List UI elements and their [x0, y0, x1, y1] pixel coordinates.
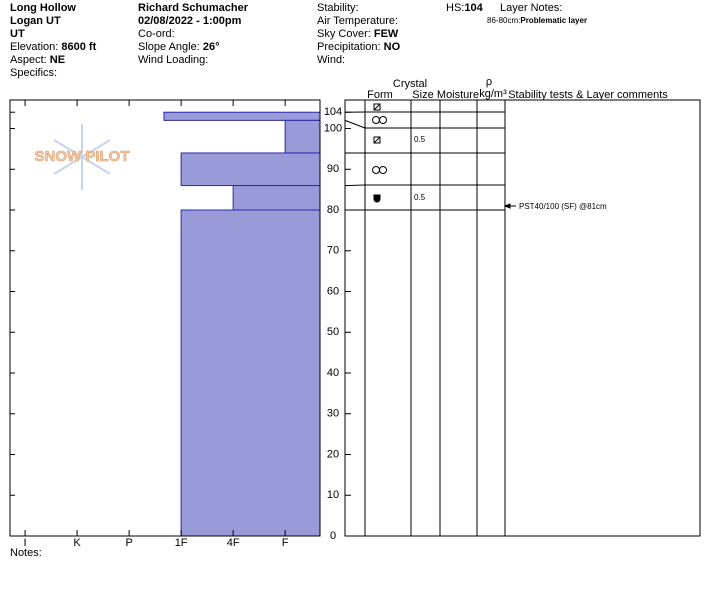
stability-comment: PST40/100 (SF) @81cm: [519, 202, 607, 211]
aspect: Aspect: NE: [10, 54, 65, 66]
y-tick-label: 80: [327, 204, 339, 216]
plot: [164, 112, 320, 536]
logo-text: SNOW PILOT: [35, 148, 130, 165]
crystal-size: 0.5: [414, 193, 426, 202]
layer-connector: [345, 185, 365, 186]
wind: Wind:: [317, 54, 345, 66]
y-tick-label: 104: [324, 106, 342, 118]
comments-header: Stability tests & Layer comments: [508, 89, 668, 101]
y-tick-label: 60: [327, 285, 339, 297]
wind-loading: Wind Loading:: [138, 54, 208, 66]
x-tick-label: I: [24, 537, 27, 549]
elevation: Elevation: 8600 ft: [10, 41, 97, 53]
location: Long Hollow: [10, 2, 76, 14]
hardness-bar: [285, 120, 320, 153]
layer-notes: Layer Notes:: [500, 2, 562, 14]
x-tick-label: 4F: [227, 537, 240, 549]
coord: Co-ord:: [138, 28, 175, 40]
x-tick-label: K: [73, 537, 81, 549]
stability: Stability:: [317, 2, 359, 14]
observer: Richard Schumacher: [138, 2, 249, 14]
table: [345, 100, 700, 536]
y-tick-label: 70: [327, 245, 339, 257]
datetime: 02/08/2022 - 1:00pm: [138, 15, 242, 27]
logo: SNOW PILOT: [35, 124, 130, 190]
y-tick-label: 90: [327, 163, 339, 175]
y-tick-label: 0: [330, 530, 336, 542]
moisture-header: Moisture: [437, 89, 479, 101]
state: UT: [10, 28, 25, 40]
x-tick-label: F: [282, 537, 289, 549]
x-tick-label: 1F: [175, 537, 188, 549]
size-header: Size: [412, 89, 433, 101]
crystal-size: 0.5: [414, 135, 426, 144]
precipitation: Precipitation: NO: [317, 41, 401, 53]
hardness-bar: [233, 186, 320, 210]
region: Logan UT: [10, 15, 61, 27]
hardness-bar: [181, 153, 320, 186]
hs: HS:104: [446, 2, 484, 14]
rho-header: ρ: [486, 76, 492, 88]
slope: Slope Angle: 26°: [138, 41, 219, 53]
form-header: Form: [367, 89, 393, 101]
y-tick-label: 10: [327, 489, 339, 501]
x-tick-label: P: [125, 537, 132, 549]
density-header: kg/m³: [479, 88, 507, 100]
y-tick-label: 20: [327, 448, 339, 460]
hardness-bar: [181, 210, 320, 536]
air-temperature: Air Temperature:: [317, 15, 398, 27]
layer-note: 86-80cm:Problematic layer: [487, 16, 587, 25]
y-tick-label: 40: [327, 367, 339, 379]
y-tick-label: 30: [327, 408, 339, 420]
header: Long Hollow Logan UT UT Elevation: 8600 …: [10, 2, 587, 79]
specifics: Specifics:: [10, 67, 57, 79]
hardness-bar: [164, 112, 320, 120]
y-tick-label: 100: [324, 122, 342, 134]
y-tick-label: 50: [327, 326, 339, 338]
layer-connector: [345, 120, 365, 128]
sky-cover: Sky Cover: FEW: [317, 28, 399, 40]
